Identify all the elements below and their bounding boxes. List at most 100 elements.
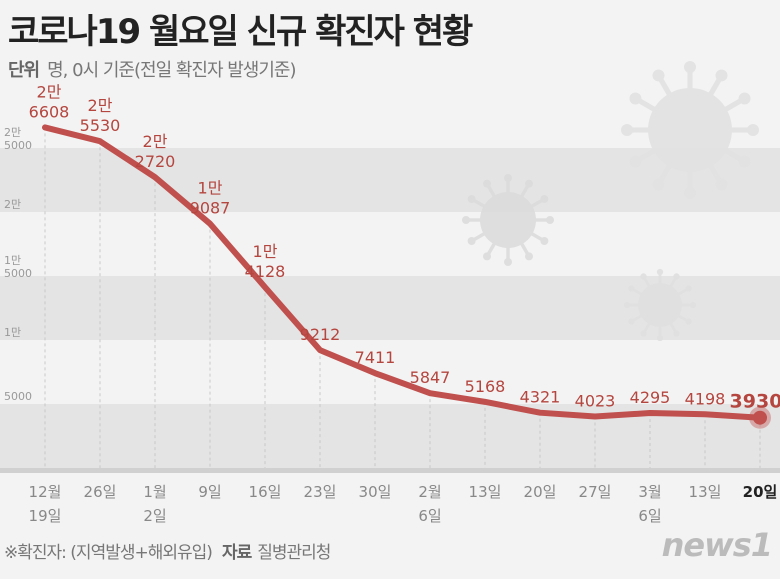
data-label: 3930 <box>730 391 780 413</box>
x-tick-label: 20일 <box>743 483 778 501</box>
virus-tip <box>540 195 549 203</box>
x-tick-label: 12월 19일 <box>29 483 62 525</box>
virus-body <box>648 88 732 172</box>
virus-icon <box>623 268 697 342</box>
virus-body <box>638 283 682 327</box>
data-label-line: 9212 <box>300 325 341 344</box>
x-tick-label: 23일 <box>304 483 337 501</box>
x-tick-label: 16일 <box>249 483 282 501</box>
series-line <box>42 124 763 421</box>
x-tick-line: 13일 <box>689 483 722 501</box>
data-label-line: 3930 <box>730 391 780 413</box>
virus-tip <box>652 69 665 82</box>
virus-tip <box>483 179 491 188</box>
y-tick-label: 5000 <box>4 390 32 403</box>
data-label-line: 4023 <box>575 392 616 411</box>
x-tick-line: 6일 <box>418 507 441 525</box>
y-tick-line: 5000 <box>4 139 32 152</box>
x-tick-line: 9일 <box>198 483 221 501</box>
virus-tip <box>738 155 751 168</box>
data-label: 1만 4128 <box>245 242 286 281</box>
data-label-line: 4198 <box>685 389 726 408</box>
data-label-line: 5847 <box>410 368 451 387</box>
virus-icon <box>621 61 759 199</box>
virus-tip <box>629 155 642 168</box>
virus-tip <box>504 258 512 266</box>
data-label-line: 1만 <box>253 242 278 261</box>
x-tick-line: 1월 <box>143 483 166 501</box>
y-tick-line: 5000 <box>4 390 32 403</box>
virus-tip <box>628 318 635 325</box>
data-label: 4198 <box>685 389 726 408</box>
virus-tip <box>673 273 680 280</box>
virus-body <box>480 192 536 248</box>
y-tick-line: 1만 <box>4 254 21 267</box>
data-label-line: 2만 <box>143 132 168 151</box>
x-tick-line: 16일 <box>249 483 282 501</box>
data-label-line: 9087 <box>190 199 231 218</box>
virus-tip <box>684 61 696 73</box>
virus-tip <box>629 92 642 105</box>
virus-tip <box>640 273 647 280</box>
unit-label: 단위 <box>8 60 40 81</box>
virus-tip <box>652 178 665 191</box>
x-tick-line: 30일 <box>359 483 392 501</box>
virus-tip <box>747 124 759 136</box>
y-tick-label: 1만 <box>4 326 21 339</box>
x-tick-line: 20일 <box>524 483 557 501</box>
virus-tip <box>715 178 728 191</box>
virus-tip <box>684 187 696 199</box>
virus-tip <box>715 69 728 82</box>
y-tick-line: 5000 <box>4 267 32 280</box>
x-tick-line: 13일 <box>469 483 502 501</box>
virus-tip <box>540 237 549 245</box>
data-label: 5168 <box>465 377 506 396</box>
y-tick-label: 2만 5000 <box>4 126 32 152</box>
x-tick-label: 13일 <box>689 483 722 501</box>
data-label: 1만 9087 <box>190 179 231 218</box>
data-label-line: 6608 <box>29 102 70 121</box>
virus-tip <box>689 301 697 309</box>
x-tick-line: 27일 <box>579 483 612 501</box>
x-tick-label: 30일 <box>359 483 392 501</box>
note: ※확진자: (지역발생+해외유입) <box>4 543 213 563</box>
x-tick-line: 23일 <box>304 483 337 501</box>
y-tick-line: 2만 <box>4 198 21 211</box>
y-tick-label: 2만 <box>4 198 21 211</box>
unit-text: 명, 0시 기준(전일 확진자 발생기준) <box>47 60 296 81</box>
x-tick-line: 12월 <box>29 483 62 501</box>
y-tick-line: 2만 <box>4 126 21 139</box>
footer-note: ※확진자: (지역발생+해외유입) 자료 질병관리청 <box>4 538 331 563</box>
x-tick-label: 2월 6일 <box>418 483 441 525</box>
data-label: 5847 <box>410 368 451 387</box>
data-label: 9212 <box>300 325 341 344</box>
virus-tip <box>525 252 533 261</box>
virus-tip <box>656 268 664 276</box>
data-label-line: 5168 <box>465 377 506 396</box>
y-tick-label: 1만 5000 <box>4 254 32 280</box>
data-label: 4321 <box>520 388 561 407</box>
source-label: 자료 <box>221 543 252 563</box>
x-tick-label: 26일 <box>84 483 117 501</box>
x-tick-label: 13일 <box>469 483 502 501</box>
last-point-marker <box>753 410 767 425</box>
x-tick-line: 26일 <box>84 483 117 501</box>
virus-tip <box>673 330 680 337</box>
x-tick-line: 19일 <box>29 507 62 525</box>
page-title: 코로나19 월요일 신규 확진자 현황 <box>8 12 473 52</box>
data-label: 4295 <box>630 388 671 407</box>
data-label: 7411 <box>355 348 396 367</box>
data-label-line: 2만 <box>37 82 62 101</box>
source: 질병관리청 <box>257 543 331 563</box>
virus-tip <box>504 174 512 182</box>
virus-tip <box>685 285 692 292</box>
x-tick-line: 6일 <box>638 507 661 525</box>
y-tick-line: 1만 <box>4 326 21 339</box>
data-label: 2만 2720 <box>135 132 176 171</box>
data-label-line: 2만 <box>88 96 113 115</box>
virus-tip <box>738 92 751 105</box>
news1-logo: news1 <box>661 526 773 564</box>
x-tick-line: 20일 <box>743 483 778 501</box>
